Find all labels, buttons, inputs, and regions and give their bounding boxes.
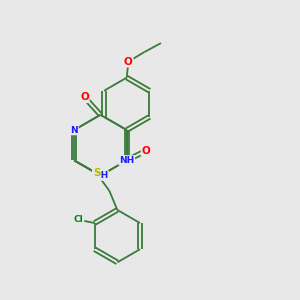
Text: Cl: Cl	[74, 215, 83, 224]
Text: NH: NH	[93, 171, 108, 180]
Text: O: O	[142, 146, 150, 156]
Text: O: O	[80, 92, 89, 102]
Text: NH: NH	[119, 156, 134, 165]
Text: O: O	[124, 57, 133, 67]
Text: N: N	[70, 125, 78, 134]
Text: S: S	[93, 168, 100, 178]
